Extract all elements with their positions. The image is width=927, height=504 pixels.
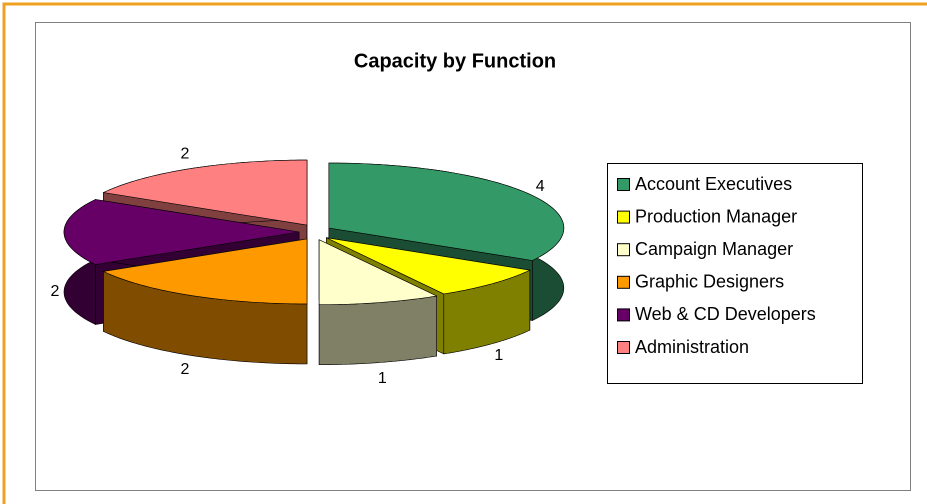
data-label: 4 (536, 178, 545, 195)
data-label: 1 (494, 347, 503, 364)
legend-swatch (617, 178, 630, 191)
slice (318, 239, 438, 306)
legend (607, 163, 863, 384)
legend-label: Account Executives (635, 174, 792, 194)
chart-title: Capacity by Function (354, 50, 556, 72)
slice (102, 159, 308, 226)
legend-swatch (617, 341, 630, 354)
data-label: 2 (181, 361, 190, 378)
legend-swatch (617, 275, 630, 289)
slice (326, 237, 531, 295)
slice (63, 199, 300, 265)
legend-swatch (617, 308, 630, 322)
legend-swatch (617, 243, 630, 257)
slice (102, 238, 308, 305)
legend-swatch (617, 210, 630, 224)
legend-label: Production Manager (635, 206, 797, 226)
legend-label: Web & CD Developers (635, 304, 816, 324)
data-label: 2 (51, 283, 60, 300)
legend-label: Administration (635, 337, 749, 357)
legend-label: Graphic Designers (635, 272, 784, 292)
slice-wall (318, 295, 437, 366)
data-label: 1 (378, 370, 387, 387)
legend-label: Campaign Manager (635, 239, 793, 259)
pie (63, 159, 565, 366)
slice (328, 162, 565, 261)
data-label: 2 (181, 145, 190, 162)
